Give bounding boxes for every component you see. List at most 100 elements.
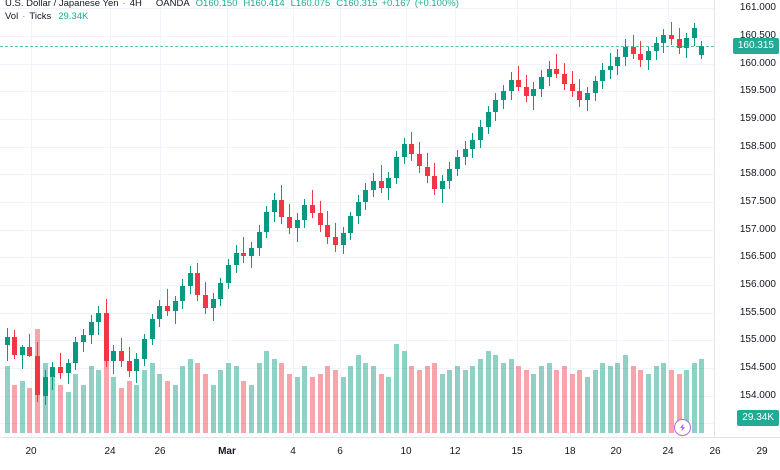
- candle-body: [585, 93, 590, 101]
- candle-body: [501, 91, 506, 101]
- volume-bar: [66, 392, 71, 433]
- price-tick-label: 156.500: [739, 251, 776, 262]
- time-axis[interactable]: 20 24 26 Mar 4 6 10 12 15 18 20 24 26 29: [0, 437, 780, 470]
- current-price-badge[interactable]: 160.315: [732, 38, 779, 54]
- chart-plot-area[interactable]: [0, 0, 714, 437]
- volume-bar: [111, 377, 116, 433]
- candle-body: [218, 282, 223, 300]
- volume-bar: [211, 384, 216, 433]
- candle-body: [318, 212, 323, 226]
- volume-bar: [318, 373, 323, 433]
- candle-wick: [7, 328, 8, 362]
- volume-bar: [81, 384, 86, 433]
- candle-body: [257, 231, 262, 249]
- candle-body: [89, 322, 94, 335]
- time-tick-label: 24: [104, 446, 116, 457]
- candle-body: [478, 126, 483, 140]
- grid-line-horizontal: [0, 147, 714, 148]
- grid-line-vertical: [110, 0, 111, 437]
- price-tick-label: 158.500: [739, 141, 776, 152]
- volume-bar: [264, 351, 269, 433]
- volume-bar: [585, 377, 590, 433]
- volume-bar: [447, 369, 452, 433]
- volume-bar: [50, 377, 55, 433]
- candle-body: [470, 139, 475, 149]
- candle-wick: [671, 21, 672, 45]
- candle-body: [593, 81, 598, 94]
- grid-line-vertical: [570, 0, 571, 437]
- price-tick-label: 158.000: [739, 168, 776, 179]
- candle-body: [638, 53, 643, 61]
- candle-body: [684, 38, 689, 49]
- volume-bar: [615, 362, 620, 433]
- current-volume-badge[interactable]: 29.34K: [737, 410, 779, 426]
- volume-bar: [501, 362, 506, 433]
- time-tick-label: 26: [154, 446, 166, 457]
- price-tick-label: 160.000: [739, 58, 776, 69]
- time-tick-label: 4: [290, 446, 296, 457]
- volume-bar: [188, 358, 193, 433]
- price-tick-label: 157.000: [739, 224, 776, 235]
- volume-bar: [165, 381, 170, 433]
- candle-body: [157, 305, 162, 320]
- volume-bar: [524, 369, 529, 433]
- candle-body: [134, 359, 139, 372]
- volume-bar: [12, 384, 17, 433]
- candle-body: [669, 34, 674, 40]
- candle-body: [12, 336, 17, 355]
- volume-bar: [287, 373, 292, 433]
- candle-body: [302, 205, 307, 220]
- candle-body: [455, 156, 460, 169]
- price-axis[interactable]: 161.000 160.500 160.000 159.500 159.000 158.5…: [714, 0, 780, 437]
- candle-body: [287, 217, 292, 229]
- volume-bar: [463, 369, 468, 433]
- candle-wick: [518, 65, 519, 92]
- volume-bar: [142, 369, 147, 433]
- grid-line-vertical: [668, 0, 669, 437]
- time-tick-label: 26: [709, 446, 721, 457]
- volume-bar: [89, 366, 94, 433]
- price-tick-label: 154.000: [739, 390, 776, 401]
- volume-bar: [341, 377, 346, 433]
- volume-bar: [638, 369, 643, 433]
- candle-wick: [533, 82, 534, 111]
- candle-body: [279, 199, 284, 218]
- lightning-bolt-icon[interactable]: [674, 419, 691, 436]
- volume-bar: [195, 362, 200, 433]
- volume-bar: [356, 355, 361, 433]
- candle-body: [509, 80, 514, 92]
- candle-body: [409, 144, 414, 155]
- volume-bar: [631, 366, 636, 433]
- candle-body: [295, 219, 300, 229]
- volume-bar: [425, 366, 430, 433]
- candle-body: [96, 312, 101, 323]
- grid-line-vertical: [293, 0, 294, 437]
- candle-body: [486, 112, 491, 127]
- candle-wick: [22, 344, 23, 369]
- price-tick-label: 159.000: [739, 113, 776, 124]
- volume-bar: [402, 351, 407, 433]
- candle-body: [241, 252, 246, 257]
- candle-body: [363, 189, 368, 202]
- volume-bar: [279, 362, 284, 433]
- candle-body: [661, 34, 666, 43]
- volume-bar: [547, 362, 552, 433]
- volume-bar: [119, 388, 124, 433]
- volume-bar: [203, 373, 208, 433]
- candle-body: [20, 346, 25, 355]
- volume-bar: [371, 366, 376, 433]
- volume-bar: [692, 362, 697, 433]
- volume-bar: [593, 369, 598, 433]
- volume-bar: [127, 381, 132, 433]
- candle-body: [379, 180, 384, 188]
- candle-body: [188, 272, 193, 286]
- candle-body: [226, 264, 231, 283]
- time-tick-label: 15: [511, 446, 523, 457]
- volume-bar: [150, 362, 155, 433]
- volume-bar: [73, 373, 78, 433]
- candle-body: [554, 69, 559, 74]
- volume-bar: [677, 373, 682, 433]
- candle-wick: [29, 333, 30, 357]
- candle-body: [35, 355, 40, 396]
- candle-body: [386, 177, 391, 188]
